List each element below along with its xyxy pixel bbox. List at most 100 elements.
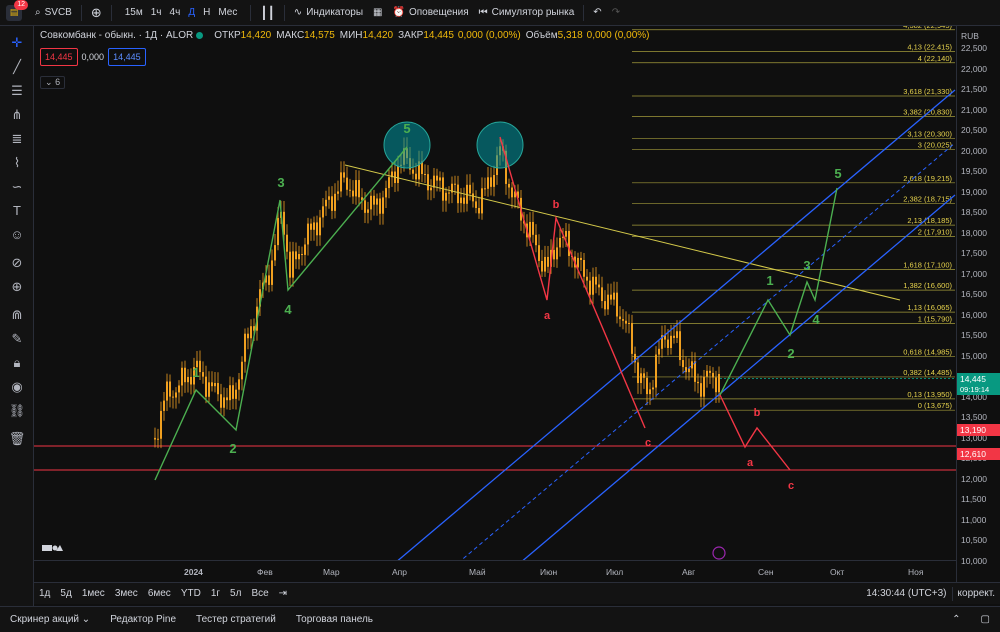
candle-body bbox=[307, 223, 309, 245]
zoom-icon[interactable]: ⊕ bbox=[11, 279, 23, 294]
range-5d[interactable]: 5д bbox=[60, 588, 72, 599]
fib-level-label: 1,382 (16,600) bbox=[903, 281, 952, 290]
candle-body bbox=[310, 223, 312, 230]
tf-4h[interactable]: 4ч bbox=[169, 7, 181, 18]
tf-1w[interactable]: Н bbox=[203, 7, 211, 18]
fib-level-label: 4,382 (22,945) bbox=[903, 26, 952, 30]
magnet-icon[interactable]: ⋒ bbox=[11, 307, 23, 322]
tf-15m[interactable]: 15м bbox=[124, 7, 143, 18]
candle-body bbox=[379, 198, 381, 214]
logo-icon[interactable]: ▤ 12 bbox=[6, 0, 28, 21]
candle-body bbox=[292, 251, 294, 278]
fib-icon[interactable]: ≣ bbox=[11, 131, 23, 146]
tf-1h[interactable]: 1ч bbox=[150, 7, 162, 18]
candle-body bbox=[646, 377, 648, 395]
candle-body bbox=[190, 376, 192, 385]
candle-body bbox=[703, 376, 705, 397]
maximize-icon[interactable]: ▢ bbox=[980, 614, 990, 625]
candle-body bbox=[676, 331, 678, 338]
replay-button[interactable]: ⏮ Симулятор рынка bbox=[478, 7, 575, 18]
price-tick-label: 20,000 bbox=[961, 145, 987, 156]
chart-canvas[interactable]: 4,382 (22,945) 4,13 (22,415) 4 (22,140) 3,6… bbox=[34, 26, 956, 582]
brush-icon[interactable]: ∽ bbox=[11, 179, 23, 194]
candle-body bbox=[688, 368, 690, 373]
candle-body bbox=[625, 320, 627, 324]
currency-label[interactable]: RUB bbox=[961, 31, 979, 41]
date-range-icon[interactable]: ⇥ bbox=[278, 588, 288, 599]
candle-body bbox=[181, 367, 183, 386]
emoji-icon[interactable]: ☺ bbox=[10, 227, 24, 242]
tab-pine-editor[interactable]: Редактор Pine bbox=[110, 614, 177, 625]
layouts-button[interactable]: ▦ bbox=[368, 0, 387, 26]
range-3m[interactable]: 3мес bbox=[114, 588, 138, 599]
candle-body bbox=[412, 169, 414, 174]
adjust-toggle[interactable]: коррект. bbox=[957, 588, 995, 599]
indicators-button[interactable]: ∿ Индикаторы bbox=[293, 7, 364, 18]
candle-body bbox=[418, 161, 420, 180]
trash-icon[interactable]: 🗑︎ bbox=[8, 431, 26, 446]
chart-type-button[interactable]: ┃┃ bbox=[255, 0, 279, 26]
fib-level-label: 0,382 (14,485) bbox=[903, 368, 952, 377]
indicators-toggle[interactable]: ⌄ 6 bbox=[40, 76, 66, 89]
candle-body bbox=[322, 206, 324, 218]
sell-button[interactable]: 14,445 bbox=[40, 48, 78, 66]
chart-pane[interactable]: 4,382 (22,945) 4,13 (22,415) 4 (22,140) 3,6… bbox=[34, 26, 956, 582]
fib-level-label: 2,382 (18,715) bbox=[903, 194, 952, 203]
range-all[interactable]: Все bbox=[251, 588, 269, 599]
eye-icon[interactable]: ◉ bbox=[11, 379, 23, 394]
range-bar: 1д 5д 1мес 3мес 6мес YTD 1г 5л Все ⇥ 14:… bbox=[34, 582, 1000, 604]
lock-icon[interactable]: 🔒︎ bbox=[13, 355, 21, 370]
candle-body bbox=[508, 183, 510, 188]
price-tick-label: 11,500 bbox=[961, 494, 987, 505]
compare-button[interactable]: ⊕ bbox=[86, 0, 107, 26]
text-icon[interactable]: T bbox=[13, 203, 21, 218]
redo-button[interactable]: ↷ bbox=[607, 0, 625, 26]
trendline-icon[interactable]: ╱ bbox=[13, 59, 21, 74]
forecast-label-2: 2 bbox=[787, 346, 794, 361]
symbol-title[interactable]: Совкомбанк - обыкн. · 1Д · ALOR bbox=[40, 30, 194, 41]
tab-screener[interactable]: Скринер акций ⌄ bbox=[10, 614, 91, 625]
candle-body bbox=[451, 183, 453, 193]
wave-label-a: a bbox=[544, 310, 551, 322]
fib-level-label: 3 (20,025) bbox=[918, 141, 953, 150]
range-6m[interactable]: 6мес bbox=[147, 588, 171, 599]
range-1y[interactable]: 1г bbox=[210, 588, 221, 599]
candle-body bbox=[463, 197, 465, 204]
range-ytd[interactable]: YTD bbox=[180, 588, 201, 599]
price-axis[interactable]: RUB 22,500 22,000 21,500 21,000 20,500 20,000… bbox=[956, 26, 1000, 582]
time-axis[interactable]: 2024 Фев Мар Апр Май Июн Июл Авг Сен Окт Ноя bbox=[34, 560, 956, 582]
symbol-search[interactable]: ⌕ SVCB bbox=[35, 7, 72, 18]
clock[interactable]: 14:30:44 (UTC+3) bbox=[866, 588, 947, 599]
link-icon[interactable]: ⛓︎ bbox=[8, 403, 26, 418]
undo-button[interactable]: ↶ bbox=[588, 0, 606, 26]
candle-body bbox=[661, 335, 663, 349]
candle-body bbox=[253, 326, 255, 331]
candle-body bbox=[538, 245, 540, 261]
tf-1mo[interactable]: Мес bbox=[218, 7, 238, 18]
candle-body bbox=[157, 438, 159, 440]
alerts-button[interactable]: ⏰ Оповещения bbox=[392, 7, 469, 18]
range-5y[interactable]: 5л bbox=[230, 588, 242, 599]
price-tick-label: 20,500 bbox=[961, 125, 987, 136]
tab-strategy-tester[interactable]: Тестер стратегий bbox=[196, 614, 276, 625]
crosshair-icon[interactable]: ✛ bbox=[11, 35, 23, 50]
time-tick-label: Ноя bbox=[908, 567, 924, 577]
ruler-icon[interactable]: ⊘ bbox=[11, 255, 23, 270]
chevron-up-icon[interactable]: ⌃ bbox=[952, 614, 961, 625]
candle-body bbox=[430, 187, 432, 191]
replay-icon: ⏮ bbox=[478, 7, 488, 18]
range-1d[interactable]: 1д bbox=[39, 588, 51, 599]
buy-button[interactable]: 14,445 bbox=[108, 48, 146, 66]
tab-trading-panel[interactable]: Торговая панель bbox=[295, 614, 374, 625]
stay-drawing-icon[interactable]: ✎ bbox=[11, 331, 23, 346]
range-1m[interactable]: 1мес bbox=[81, 588, 105, 599]
pitchfork-icon[interactable]: ⋔ bbox=[11, 107, 23, 122]
pattern-icon[interactable]: ⌇ bbox=[13, 155, 21, 170]
candle-body bbox=[352, 190, 354, 197]
wave-top-marker bbox=[476, 121, 524, 169]
candle-body bbox=[166, 381, 168, 401]
candle-body bbox=[457, 184, 459, 204]
tf-1d[interactable]: Д bbox=[188, 7, 196, 18]
horizontal-lines-icon[interactable]: ☰ bbox=[11, 83, 23, 98]
candle-body bbox=[271, 260, 273, 285]
